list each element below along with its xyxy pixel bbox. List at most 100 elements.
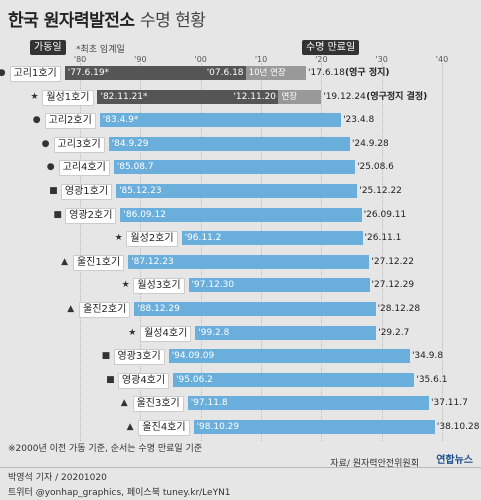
byline: 박영석 기자 / 20201020: [8, 473, 107, 483]
operating-period-bar: [64, 66, 246, 80]
plant-type-marker: ■: [101, 351, 111, 362]
axis-tick-label: '30: [375, 55, 388, 64]
expiry-date-label: '35.6.1: [416, 374, 448, 385]
gridline: [321, 63, 323, 441]
plant-type-marker: ●: [46, 162, 55, 173]
expiry-date-label: '23.4.8: [343, 115, 375, 126]
lifespan-bar: [173, 372, 415, 387]
expiry-date-label: '25.12.22: [359, 186, 402, 196]
plant-name-label: 고리1호기: [9, 66, 61, 82]
plant-name-label: 울진1호기: [72, 254, 125, 271]
expiry-date-chip: 수명 만료일: [302, 40, 360, 55]
extension-tag: 10년 연장: [248, 68, 286, 78]
expiry-date-label: '34.9.8: [411, 351, 444, 362]
axis-tick-label: '00: [194, 55, 207, 64]
start-date-label: '94.09.09: [171, 351, 215, 362]
lifespan-bar: [195, 325, 377, 340]
lifespan-bar: [187, 396, 430, 411]
extension-period-bar: [278, 89, 322, 104]
footer-divider: [0, 467, 481, 468]
start-date-label: '87.12.23: [131, 256, 174, 267]
lifespan-bar: [116, 184, 358, 198]
start-date-label: '97.11.8: [190, 398, 228, 409]
lifespan-bar: [128, 254, 370, 269]
expiry-date-label: '28.12.28: [377, 304, 421, 314]
gridline: [80, 63, 82, 441]
plant-name-label: 월성2호기: [126, 231, 178, 248]
start-date-label: '82.11.21*: [100, 91, 148, 102]
first-critical-note: *최초 임계일: [76, 45, 125, 55]
status-note: (영구정지 결정): [366, 91, 428, 102]
gridline: [381, 63, 383, 441]
lifespan-bar: [99, 113, 342, 128]
expiry-date-label: '26.11.1: [364, 233, 402, 244]
plant-type-marker: ▲: [120, 398, 128, 409]
lifespan-bar: [120, 207, 362, 222]
gridline: [200, 63, 202, 441]
expiry-date-label: '29.2.7: [378, 327, 410, 338]
yonhap-logo: 연합뉴스: [436, 455, 473, 466]
extension-tag: 연장: [281, 91, 298, 102]
extension-period-bar: [245, 66, 307, 80]
axis-tick-label: '20: [315, 55, 328, 64]
axis-tick-label: '10: [254, 55, 268, 64]
expiry-date-label: '19.12.24: [323, 91, 366, 102]
lifespan-bar: [134, 302, 376, 316]
plant-name-label: 영광3호기: [113, 349, 165, 366]
start-date-label: '84.9.29: [111, 138, 149, 149]
expiry-date-label: '27.12.22: [371, 256, 414, 267]
start-date-label: '99.2.8: [198, 327, 230, 338]
plant-type-marker: ★: [114, 233, 123, 244]
operating-period-bar: [97, 89, 279, 104]
start-date-label: '85.08.7: [116, 162, 154, 173]
start-date-label: '86.09.12: [123, 209, 166, 220]
start-date-label: '85.12.23: [119, 186, 162, 196]
social-links: 트위터 @yonhap_graphics, 페이스북 tuney.kr/LeYN…: [8, 488, 231, 498]
expiry-date-label: '37.11.7: [431, 398, 468, 409]
axis-tick-label: '40: [435, 55, 449, 64]
plant-type-marker: ■: [49, 186, 58, 196]
axis-tick-label: '80: [73, 55, 87, 64]
expiry-date-label: '26.09.11: [363, 209, 407, 220]
expiry-date-label: '17.6.18: [308, 68, 345, 78]
start-date-label: '95.06.2: [176, 374, 213, 385]
plant-name-label: 영광4호기: [117, 372, 170, 389]
plant-type-marker: ★: [128, 327, 137, 338]
plant-type-marker: ■: [106, 374, 115, 385]
start-date-label: '98.10.29: [196, 422, 240, 432]
lifespan-bar: [113, 160, 356, 175]
original-expiry-label: '07.6.18: [206, 68, 244, 78]
plant-name-label: 월성3호기: [133, 278, 185, 295]
axis-tick-label: '90: [134, 55, 147, 64]
gridline: [261, 63, 263, 441]
plant-type-marker: ●: [0, 68, 6, 78]
gridline: [442, 63, 443, 441]
start-date-label: '97.12.30: [191, 280, 235, 291]
plant-type-marker: ▲: [126, 422, 134, 432]
plant-type-marker: ●: [41, 138, 50, 149]
start-date-label: '88.12.29: [137, 304, 180, 314]
plant-type-marker: ★: [30, 91, 39, 102]
title-main: 한국 원자력발전소: [8, 11, 135, 31]
lifespan-bar: [188, 278, 370, 293]
lifespan-bar: [193, 420, 435, 434]
start-date-label: '83.4.9*: [102, 115, 139, 126]
gridline: [140, 63, 142, 441]
plant-type-marker: ▲: [67, 304, 75, 314]
plant-name-label: 영광2호기: [65, 207, 117, 224]
title-sub: 수명 현황: [139, 11, 206, 31]
start-date-label: '96.11.2: [184, 233, 222, 244]
original-expiry-label: '12.11.20: [233, 91, 277, 102]
plant-name-label: 월성4호기: [140, 325, 192, 342]
plant-name-label: 고리4호기: [58, 160, 110, 177]
plant-name-label: 고리3호기: [53, 136, 105, 153]
plant-type-marker: ▲: [61, 256, 69, 267]
start-date-chip: 가동일: [30, 40, 66, 55]
plant-name-label: 영광1호기: [60, 184, 113, 200]
plant-type-marker: ★: [121, 280, 130, 291]
expiry-date-label: '24.9.28: [351, 138, 389, 149]
status-note: (영구 정지): [345, 68, 390, 78]
plant-name-label: 고리2호기: [44, 113, 96, 130]
expiry-date-label: '25.08.6: [357, 162, 394, 173]
plant-name-label: 울진2호기: [79, 302, 131, 318]
